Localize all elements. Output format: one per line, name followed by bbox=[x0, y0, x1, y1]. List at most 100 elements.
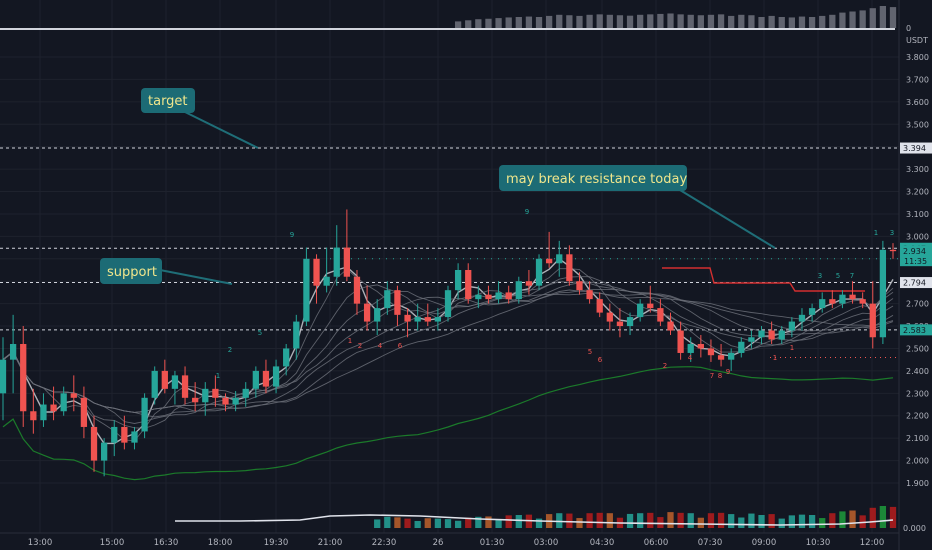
lower-histogram-bar bbox=[869, 507, 876, 528]
countdown-label: 11:35 bbox=[904, 257, 927, 266]
candle bbox=[141, 393, 148, 439]
candle-body bbox=[343, 247, 350, 277]
price-tag-box bbox=[900, 277, 932, 289]
callout-resistance[interactable]: may break resistance today bbox=[499, 165, 776, 249]
candle bbox=[798, 308, 806, 331]
price-tick-label: 3.500 bbox=[906, 120, 929, 129]
candle bbox=[20, 326, 27, 427]
price-tick-label: 3.800 bbox=[906, 53, 929, 62]
candle bbox=[232, 391, 239, 412]
candle-body bbox=[829, 299, 836, 304]
candle bbox=[262, 359, 270, 394]
lower-histogram-bar bbox=[889, 506, 897, 528]
callout-target[interactable]: target bbox=[141, 88, 259, 149]
candle bbox=[424, 303, 431, 327]
candle-body bbox=[556, 254, 563, 264]
candle-body bbox=[262, 370, 270, 387]
lower-histogram-bar bbox=[586, 513, 593, 528]
callout-support-text: support bbox=[107, 265, 157, 280]
volume-bar bbox=[556, 14, 563, 28]
candle-body bbox=[667, 321, 674, 331]
candle bbox=[576, 272, 583, 295]
callout-support-pointer bbox=[159, 269, 233, 285]
candle bbox=[667, 312, 674, 336]
candle bbox=[768, 321, 775, 344]
time-tick-label: 19:30 bbox=[264, 538, 289, 548]
time-tick-label: 15:00 bbox=[100, 538, 125, 548]
lower-histogram-bar bbox=[495, 519, 502, 528]
candle bbox=[303, 247, 310, 327]
candle bbox=[30, 388, 37, 434]
candle-body bbox=[70, 393, 77, 398]
candle bbox=[606, 303, 613, 331]
lower-histogram-bar bbox=[667, 512, 674, 528]
lower-histogram-bar bbox=[859, 515, 866, 528]
time-axis[interactable]: 13:00 15:00 16:30 18:00 19:30 21:00 22:30 26 01:… bbox=[28, 538, 885, 548]
lower-histogram-bar bbox=[808, 515, 816, 528]
candle-body bbox=[566, 254, 573, 282]
candle-body bbox=[515, 281, 522, 300]
candle bbox=[323, 247, 330, 293]
candle bbox=[475, 285, 482, 309]
lower-histogram-bar bbox=[465, 517, 472, 528]
candle bbox=[525, 270, 533, 295]
lower-histogram-bar bbox=[576, 518, 583, 528]
callout-support[interactable]: support bbox=[100, 258, 233, 285]
candle-body bbox=[687, 343, 694, 353]
candle bbox=[738, 337, 745, 358]
volume-bar bbox=[596, 14, 603, 28]
candle-body bbox=[808, 308, 816, 315]
lower-histogram-bar bbox=[829, 513, 836, 528]
lower-pane-axis-label: 0.000 bbox=[903, 524, 926, 533]
time-tick-label: 13:00 bbox=[28, 538, 53, 548]
candle-body bbox=[202, 388, 209, 403]
price-tick-label: 3.700 bbox=[906, 75, 929, 84]
volume-bar bbox=[465, 20, 472, 28]
candle-body bbox=[141, 397, 148, 432]
candle-body bbox=[20, 343, 27, 412]
volume-bar bbox=[869, 8, 876, 28]
candle-body bbox=[161, 370, 168, 389]
candle bbox=[879, 240, 887, 344]
volume-bar bbox=[566, 15, 573, 28]
price-tag-label: 2.583 bbox=[903, 326, 926, 335]
candle bbox=[808, 303, 816, 322]
td-count-marker: 3 bbox=[890, 229, 894, 237]
lower-histogram-bar bbox=[707, 513, 715, 528]
td-count-marker: 3 bbox=[818, 272, 822, 280]
candle-body bbox=[798, 314, 806, 322]
candle-body bbox=[485, 294, 492, 300]
candle-body bbox=[819, 299, 826, 309]
lower-histogram-bar bbox=[819, 518, 826, 528]
candle-body bbox=[657, 308, 664, 322]
td-count-marker: 1 bbox=[874, 229, 878, 237]
candle bbox=[9, 314, 17, 394]
candle bbox=[616, 308, 624, 338]
candle bbox=[465, 263, 472, 304]
candle-body bbox=[313, 258, 320, 286]
volume-bar bbox=[788, 17, 795, 28]
candle-body bbox=[576, 281, 583, 291]
candle-body bbox=[222, 397, 229, 405]
candle-body bbox=[90, 426, 98, 461]
candle bbox=[434, 308, 442, 331]
volume-bar bbox=[667, 13, 674, 28]
candle-body bbox=[728, 352, 735, 360]
volume-bar bbox=[657, 13, 664, 28]
volume-bar bbox=[606, 14, 613, 28]
lower-histogram-bar bbox=[434, 518, 442, 528]
candle bbox=[546, 231, 553, 268]
candle bbox=[343, 209, 350, 282]
candle bbox=[121, 415, 128, 450]
time-tick-label: 07:30 bbox=[698, 538, 723, 548]
time-tick-label: 16:30 bbox=[154, 538, 179, 548]
volume-bar bbox=[576, 15, 583, 28]
candle-body bbox=[0, 359, 7, 394]
candle bbox=[758, 326, 765, 344]
price-tick-label: 2.200 bbox=[906, 412, 929, 421]
candle-body bbox=[242, 388, 249, 398]
volume-bar bbox=[859, 10, 866, 28]
td-count-marker: 1 bbox=[790, 344, 794, 352]
price-tag: 3.394 bbox=[900, 142, 932, 154]
